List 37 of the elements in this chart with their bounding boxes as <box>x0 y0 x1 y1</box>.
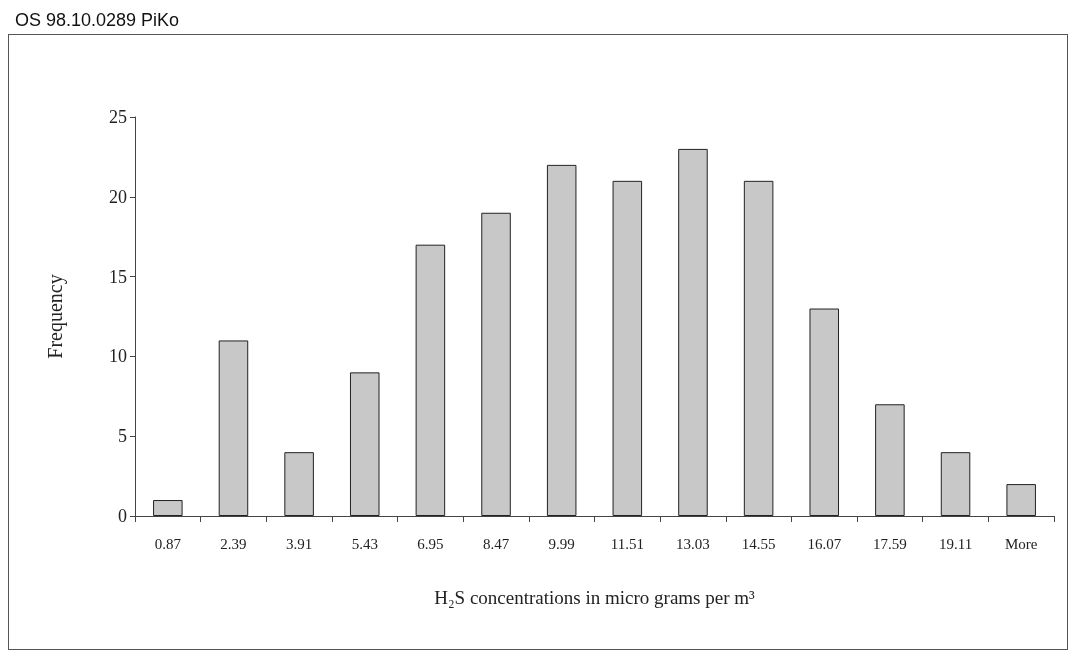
chart-title: OS 98.10.0289 PiKo <box>15 10 180 30</box>
y-tick-label: 10 <box>109 346 127 367</box>
y-tick-label: 5 <box>118 426 127 447</box>
bar <box>612 180 643 516</box>
x-tick-label: 16.07 <box>807 535 842 552</box>
x-tick-label: 19.11 <box>938 535 973 552</box>
bar <box>875 404 905 516</box>
x-tick-label: 17.59 <box>873 535 907 552</box>
x-tick-label: 6.95 <box>417 535 444 552</box>
x-tick-label: 14.55 <box>741 535 776 552</box>
bar <box>1006 484 1036 516</box>
x-tick-label: 0.87 <box>154 535 182 552</box>
x-tick-label: 13.03 <box>676 535 710 552</box>
x-tick-label: 8.47 <box>482 535 510 552</box>
x-tick-label: 9.99 <box>548 535 575 552</box>
x-axis-title: H₂S concentrations in micro grams per m³ <box>434 587 756 608</box>
bar <box>284 452 314 516</box>
x-tick-label: 3.91 <box>285 535 313 552</box>
bar <box>940 452 971 516</box>
x-tick-label: 2.39 <box>220 535 247 552</box>
bar <box>809 308 840 516</box>
bar <box>481 212 511 516</box>
bar <box>546 164 577 516</box>
y-tick-label: 25 <box>109 107 127 127</box>
x-tick-label: More <box>1004 535 1038 552</box>
bar <box>743 180 774 516</box>
bar <box>415 244 446 516</box>
bar <box>678 148 708 516</box>
y-tick-label: 20 <box>109 186 127 207</box>
x-tick-label: 11.51 <box>610 535 644 552</box>
bar <box>218 340 249 516</box>
bar <box>349 372 380 516</box>
y-axis-title: Frequency <box>44 274 67 359</box>
y-tick-label: 0 <box>118 506 127 526</box>
bar <box>153 500 183 516</box>
y-tick-label: 15 <box>109 266 127 287</box>
x-tick-label: 5.43 <box>351 535 378 552</box>
